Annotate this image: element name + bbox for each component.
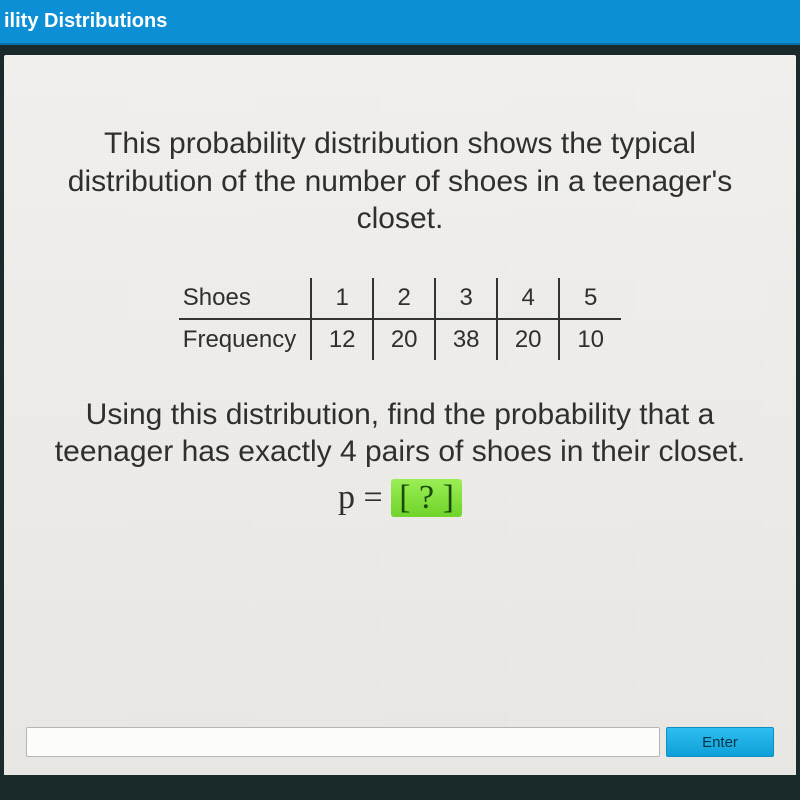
answer-bar: Enter	[26, 727, 774, 757]
answer-input[interactable]	[26, 727, 660, 757]
freq-cell: 12	[311, 319, 373, 360]
question-text: Using this distribution, find the probab…	[30, 396, 770, 471]
answer-placeholder: [ ? ]	[391, 479, 462, 517]
freq-cell: 10	[559, 319, 621, 360]
table-row: Frequency 12 20 38 20 10	[179, 319, 621, 360]
shoes-cell: 5	[559, 278, 621, 319]
enter-button[interactable]: Enter	[666, 727, 774, 757]
distribution-table: Shoes 1 2 3 4 5 Frequency 12 20 38 20 10	[179, 278, 621, 360]
shoes-cell: 1	[311, 278, 373, 319]
header-bar: ility Distributions	[0, 0, 800, 45]
freq-cell: 20	[497, 319, 559, 360]
header-title: ility Distributions	[4, 10, 167, 32]
intro-text: This probability distribution shows the …	[40, 125, 760, 238]
shoes-cell: 2	[373, 278, 435, 319]
freq-cell: 20	[373, 319, 435, 360]
formula: p = [ ? ]	[20, 479, 780, 517]
table-row: Shoes 1 2 3 4 5	[179, 278, 621, 319]
row-label-frequency: Frequency	[179, 319, 311, 360]
formula-lhs: p =	[338, 479, 391, 516]
content-panel: This probability distribution shows the …	[4, 55, 796, 775]
row-label-shoes: Shoes	[179, 278, 311, 319]
shoes-cell: 3	[435, 278, 497, 319]
freq-cell: 38	[435, 319, 497, 360]
shoes-cell: 4	[497, 278, 559, 319]
screen: ility Distributions This probability dis…	[0, 0, 800, 800]
